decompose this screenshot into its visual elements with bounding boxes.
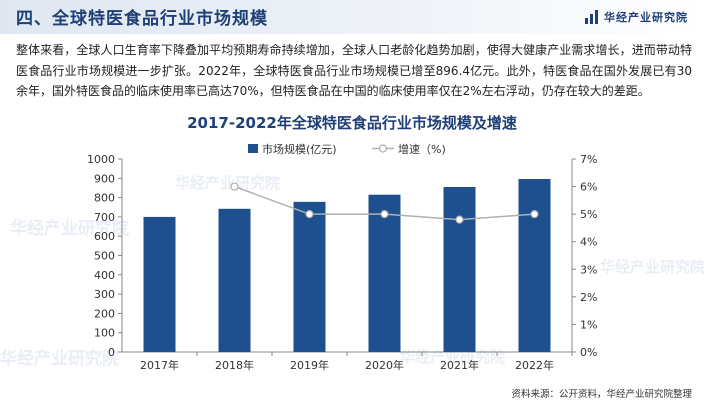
left-tick-label: 600 [94,230,115,243]
legend-line-marker [378,144,388,153]
bar [443,186,476,352]
right-tick-label: 3% [580,263,597,276]
bar-series [143,178,551,352]
brand-name: 华经产业研究院 [604,11,688,24]
left-tick-label: 200 [94,307,115,320]
right-tick-label: 5% [580,208,597,221]
growth-point [455,215,464,224]
watermarks: 华经产业研究院 华经产业研究院 华经产业研究院 华经产业研究院 华经产业研究院 [0,174,704,369]
right-tick-label: 7% [580,153,597,166]
x-tick-label: 2021年 [440,358,479,372]
watermark-text: 华经产业研究院 [10,218,129,239]
chart-title: 2017-2022年全球特医食品行业市场规模及增速 [187,114,517,132]
axes: 0 100 200 300 400 500 600 700 800 900 1000 0% 1% 2% 3%… [87,153,597,359]
growth-point [305,210,314,219]
right-tick-label: 0% [580,346,597,359]
legend-line-label: 增速（%) [398,142,446,156]
growth-point [380,210,389,219]
left-tick-label: 500 [94,250,115,263]
header-bar: 四、全球特医食品行业市场规模 华经产业研究院 [0,0,704,34]
x-tick-label: 2019年 [290,358,329,372]
brand-logo-icon [585,10,599,24]
bar [218,208,251,352]
line-series [230,182,539,224]
growth-point [530,210,539,219]
right-tick-label: 4% [580,236,597,249]
bar [518,178,551,352]
bar [368,194,401,352]
watermark-text: 华经产业研究院 [0,348,119,369]
left-tick-label: 300 [94,288,115,301]
x-tick-label: 2020年 [365,358,404,372]
growth-point [230,182,239,191]
brand: 华经产业研究院 [585,9,688,25]
watermark-text: 华经产业研究院 [175,174,280,192]
left-tick-label: 700 [94,211,115,224]
left-tick-label: 400 [94,269,115,282]
section-title: 四、全球特医食品行业市场规模 [16,9,268,29]
legend-bar-swatch [248,144,258,153]
bar [293,201,326,352]
body-paragraph: 整体来看，全球人口生育率下降叠加平均预期寿命持续增加，全球人口老龄化趋势加剧，使… [16,43,692,98]
x-tick-label: 2022年 [515,358,554,372]
x-tick-label: 2017年 [140,358,179,372]
left-tick-label: 900 [94,172,115,185]
x-tick-label: 2018年 [215,358,254,372]
left-tick-label: 800 [94,192,115,205]
combo-chart: 华经产业研究院 华经产业研究院 华经产业研究院 华经产业研究院 华经产业研究院 … [0,142,704,372]
left-tick-label: 0 [108,346,115,359]
legend-bar-label: 市场规模(亿元) [262,142,337,156]
left-tick-label: 1000 [87,153,115,166]
right-tick-label: 6% [580,181,597,194]
right-tick-label: 2% [580,291,597,304]
watermark-text: 华经产业研究院 [600,258,704,276]
bar [143,216,176,352]
x-tick-labels: 2017年 2018年 2019年 2020年 2021年 2022年 [140,358,554,372]
left-tick-label: 100 [94,327,115,340]
legend: 市场规模(亿元) 增速（%) [248,142,446,156]
source-note: 资料来源：公开资料，华经产业研究院整理 [511,389,692,400]
right-tick-label: 1% [580,318,597,331]
